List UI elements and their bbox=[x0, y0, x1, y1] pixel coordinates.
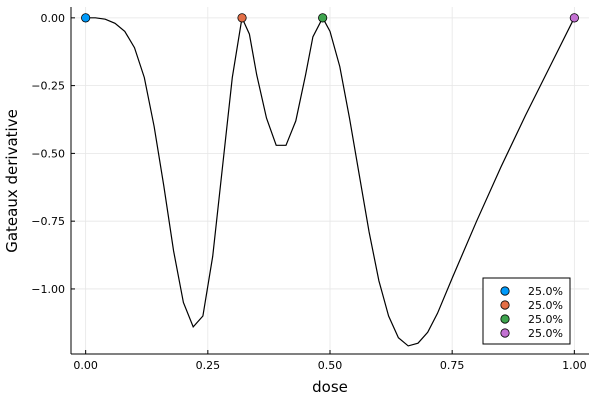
x-tick-label: 0.50 bbox=[318, 359, 343, 372]
x-ticks: 0.00 0.25 0.50 0.75 1.00 bbox=[73, 350, 587, 372]
design-point bbox=[237, 13, 247, 23]
y-axis-label: Gateaux derivative bbox=[3, 109, 21, 253]
y-ticks: 0.00 −0.25 −0.50 −0.75 −1.00 bbox=[31, 12, 75, 296]
gateaux-derivative-line bbox=[85, 15, 575, 347]
legend-label: 25.0% bbox=[528, 299, 563, 312]
design-point bbox=[569, 13, 579, 23]
legend-label: 25.0% bbox=[528, 327, 563, 340]
legend-label: 25.0% bbox=[528, 313, 563, 326]
legend-marker bbox=[500, 286, 510, 296]
y-tick-label: −1.00 bbox=[31, 283, 65, 296]
legend-marker bbox=[500, 328, 510, 338]
y-tick-label: −0.75 bbox=[31, 215, 65, 228]
y-tick-label: −0.50 bbox=[31, 147, 65, 160]
x-axis-label: dose bbox=[312, 378, 348, 396]
x-tick-label: 0.00 bbox=[73, 359, 98, 372]
x-tick-label: 0.75 bbox=[440, 359, 465, 372]
y-tick-label: −0.25 bbox=[31, 80, 65, 93]
design-points bbox=[81, 13, 579, 23]
legend-marker bbox=[500, 300, 510, 310]
legend-box bbox=[482, 277, 571, 345]
design-point bbox=[318, 13, 328, 23]
x-tick-label: 1.00 bbox=[562, 359, 587, 372]
x-tick-label: 0.25 bbox=[196, 359, 221, 372]
y-tick-label: 0.00 bbox=[41, 12, 66, 25]
legend-marker bbox=[500, 314, 510, 324]
legend-label: 25.0% bbox=[528, 285, 563, 298]
design-point bbox=[81, 13, 91, 23]
legend: 25.0%25.0%25.0%25.0% bbox=[482, 277, 571, 345]
